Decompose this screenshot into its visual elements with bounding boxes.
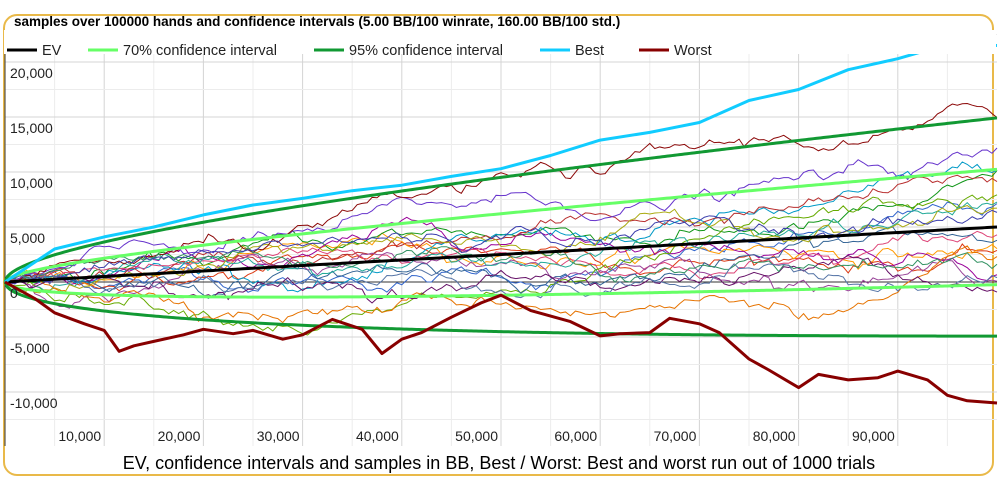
legend-label: Worst: [674, 43, 712, 59]
legend-label: EV: [42, 43, 62, 59]
ci70-upper-line: [3, 167, 998, 283]
legend-label: 95% confidence interval: [349, 43, 503, 59]
x-tick-label: 80,000: [753, 428, 796, 444]
y-tick-label: 0: [10, 285, 18, 301]
x-tick-label: 20,000: [158, 428, 201, 444]
sample-line: [4, 226, 998, 299]
ev-line: [4, 225, 998, 284]
legend-label: 70% confidence interval: [123, 43, 277, 59]
worst-line: [4, 280, 998, 405]
sample-line: [4, 147, 998, 284]
legend: EV 70% confidence interval 95% confidence …: [7, 43, 712, 59]
y-axis-ticks: -10,000 -5,000 0 5,000 10,000 15,000 20,000: [10, 65, 58, 411]
x-tick-label: 30,000: [257, 428, 300, 444]
y-tick-label: 10,000: [10, 175, 53, 191]
y-tick-label: -10,000: [10, 395, 58, 411]
ci95-upper-line: [3, 116, 998, 283]
y-tick-label: 20,000: [10, 65, 53, 81]
sample-line: [4, 254, 998, 304]
chart-title: samples over 100000 hands and confidence…: [14, 14, 620, 29]
y-tick-label: 15,000: [10, 120, 53, 136]
curves: [3, 42, 998, 405]
y-tick-label: -5,000: [10, 340, 50, 356]
sample-line: [4, 102, 998, 283]
grid: [4, 33, 997, 446]
best-line: [4, 42, 998, 284]
y-tick-label: 5,000: [10, 230, 45, 246]
sample-line: [4, 201, 998, 293]
ci95-lower-line: [3, 281, 998, 338]
legend-background: [4, 30, 996, 54]
sample-line: [4, 263, 998, 299]
chart-caption: EV, confidence intervals and samples in …: [123, 453, 875, 473]
x-tick-label: 10,000: [58, 428, 101, 444]
x-tick-label: 70,000: [654, 428, 697, 444]
x-tick-label: 60,000: [554, 428, 597, 444]
x-tick-label: 90,000: [852, 428, 895, 444]
x-tick-label: 50,000: [455, 428, 498, 444]
x-tick-label: 40,000: [356, 428, 399, 444]
x-axis-ticks: 10,000 20,000 30,000 40,000 50,000 60,000 70,0…: [58, 428, 895, 444]
sample-line: [4, 245, 998, 324]
legend-label: Best: [575, 43, 604, 59]
